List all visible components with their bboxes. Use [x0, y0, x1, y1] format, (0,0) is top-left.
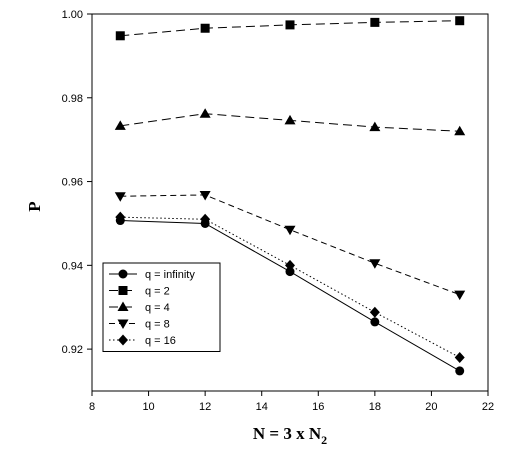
- series-layer: [114, 16, 466, 376]
- data-point-3-2: [284, 225, 296, 236]
- legend-label-0: q = infinity: [145, 269, 195, 281]
- data-point-1-4: [455, 16, 465, 26]
- x-tick-label-6: 20: [425, 401, 437, 413]
- plot-area: [91, 13, 489, 392]
- data-point-4-4: [454, 351, 465, 363]
- x-tick-label-1: 10: [142, 401, 154, 413]
- series-4: [115, 211, 465, 363]
- data-point-0-2: [285, 267, 295, 277]
- y-tick-label-1: 0.94: [62, 260, 83, 272]
- data-point-3-3: [369, 259, 381, 269]
- series-1: [115, 16, 465, 41]
- x-tick-label-2: 12: [199, 401, 211, 413]
- legend-label-1: q = 2: [145, 286, 170, 298]
- y-tick-label-2: 0.96: [62, 177, 83, 189]
- legend-entry-1: q = 2: [109, 286, 170, 298]
- y-tick-label-4: 1.00: [62, 9, 83, 21]
- data-point-2-3: [369, 121, 381, 132]
- series-3: [114, 190, 466, 301]
- data-point-1-1: [200, 23, 210, 33]
- legend: q = infinity q = 2 q = 4 q = 8 q = 16: [102, 262, 221, 352]
- data-point-4-2: [285, 259, 295, 271]
- x-tick-label-4: 16: [312, 401, 324, 413]
- data-point-3-0: [114, 192, 126, 202]
- legend-label-2: q = 4: [145, 302, 170, 314]
- legend-marker-0: [118, 269, 128, 279]
- data-point-4-0: [115, 211, 126, 223]
- data-point-1-0: [115, 31, 125, 41]
- y-axis-label: P: [25, 201, 44, 211]
- data-point-4-1: [200, 213, 211, 225]
- data-point-1-3: [370, 17, 380, 27]
- legend-label-4: q = 16: [145, 335, 176, 347]
- data-point-0-3: [370, 317, 380, 327]
- data-point-0-4: [455, 366, 465, 376]
- legend-marker-4: [118, 334, 128, 346]
- x-tick-label-0: 8: [89, 401, 95, 413]
- x-tick-label-3: 14: [256, 401, 268, 413]
- plot-frame: [91, 13, 489, 392]
- x-axis-label-main: N = 3 x N: [253, 424, 322, 443]
- legend-entry-3: q = 8: [109, 319, 170, 331]
- y-tick-label-0: 0.92: [62, 344, 83, 356]
- data-point-2-1: [199, 108, 211, 118]
- legend-marker-1: [118, 286, 128, 295]
- y-tick-label-3: 0.98: [62, 93, 83, 105]
- x-axis-label: N = 3 x N2: [253, 424, 327, 447]
- x-tick-label-5: 18: [369, 401, 381, 413]
- series-2: [114, 108, 466, 136]
- data-point-2-2: [284, 114, 296, 125]
- data-point-2-4: [454, 125, 466, 136]
- x-tick-label-7: 22: [482, 401, 494, 413]
- legend-marker-2: [117, 301, 129, 311]
- data-point-1-2: [285, 20, 295, 30]
- data-point-3-1: [199, 190, 211, 201]
- data-point-4-3: [369, 306, 380, 318]
- x-axis-label-subscript: 2: [321, 433, 327, 447]
- legend-entry-0: q = infinity: [109, 269, 195, 281]
- legend-label-3: q = 8: [145, 319, 170, 331]
- legend-entry-4: q = 16: [109, 334, 176, 347]
- data-point-2-0: [114, 120, 126, 130]
- axes: 8 10 12 14 16 18 20 22 0.92 0.94 0.96 0.98 1.00: [62, 9, 495, 413]
- legend-marker-3: [117, 319, 129, 329]
- data-point-3-4: [454, 290, 466, 301]
- legend-entry-2: q = 4: [109, 301, 170, 314]
